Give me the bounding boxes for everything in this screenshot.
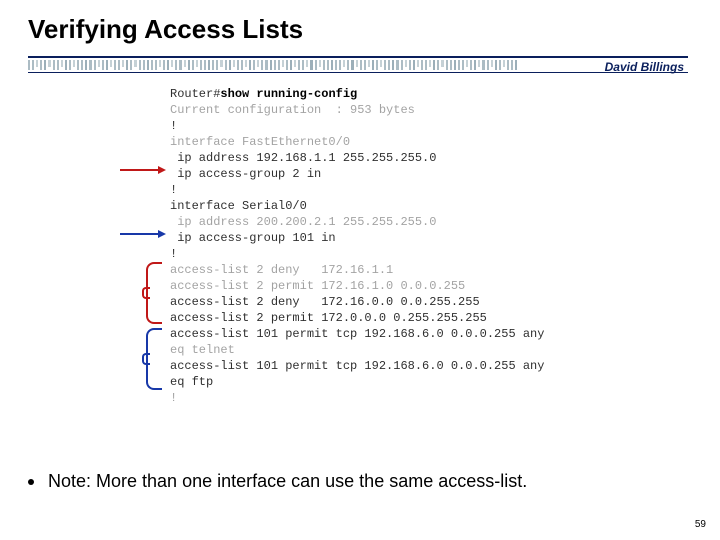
title-divider: David Billings (28, 56, 688, 72)
divider-bars (28, 60, 518, 70)
note-bullet: Note: More than one interface can use th… (28, 471, 700, 492)
arrow-blue-icon (120, 230, 166, 238)
brace-red-icon (146, 262, 162, 324)
page-number: 59 (695, 519, 706, 530)
bullet-icon (28, 479, 34, 485)
slide-title: Verifying Access Lists (28, 14, 303, 45)
brace-blue-icon (146, 328, 162, 390)
note-text: Note: More than one interface can use th… (48, 471, 527, 492)
config-output: Router#show running-configCurrent config… (170, 86, 544, 406)
arrow-red-icon (120, 166, 166, 174)
